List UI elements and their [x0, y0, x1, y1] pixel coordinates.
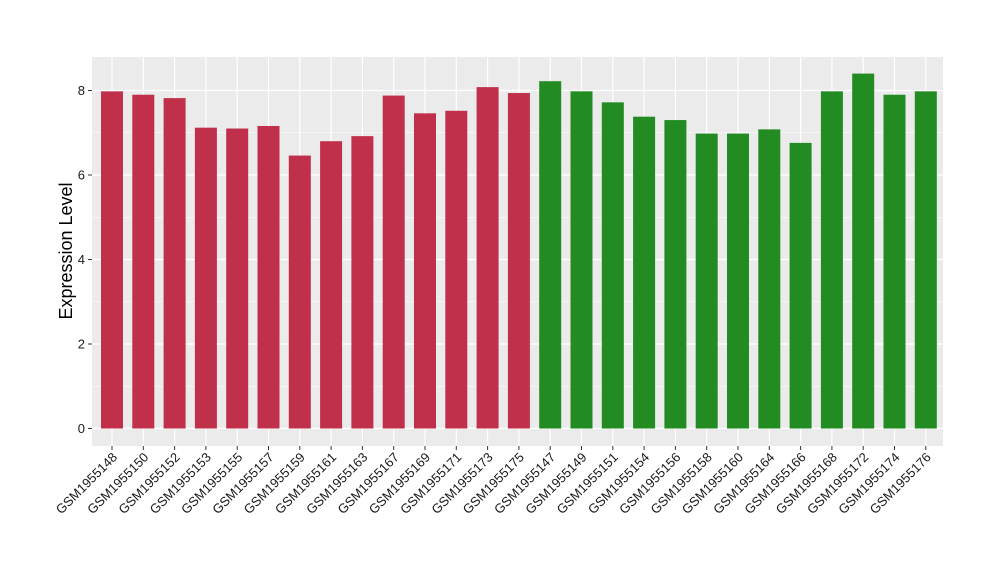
bar-GSM1955175: [507, 93, 530, 429]
bar-GSM1955167: [382, 95, 405, 429]
bar-GSM1955148: [101, 91, 123, 429]
bar-GSM1955172: [852, 73, 875, 429]
y-tick-label: 0: [78, 421, 85, 436]
bar-GSM1955159: [288, 155, 311, 429]
bar-GSM1955155: [226, 128, 249, 429]
y-tick-label: 4: [78, 252, 85, 267]
bar-GSM1955153: [194, 127, 217, 429]
bar-GSM1955176: [914, 91, 937, 429]
bar-GSM1955174: [883, 94, 906, 429]
bar-GSM1955173: [476, 87, 499, 429]
bar-GSM1955152: [163, 98, 186, 429]
bar-GSM1955147: [539, 81, 562, 429]
bar-GSM1955169: [414, 113, 436, 429]
bar-GSM1955164: [758, 129, 781, 429]
bars: [101, 73, 937, 429]
y-axis: 0 2 4 6 8: [78, 83, 92, 436]
bar-GSM1955157: [257, 125, 280, 429]
y-axis-title: Expression Level: [56, 182, 76, 319]
bar-GSM1955158: [695, 133, 718, 429]
bar-GSM1955161: [320, 141, 343, 429]
y-tick-label: 2: [78, 337, 85, 352]
bar-GSM1955166: [789, 142, 812, 429]
bar-GSM1955150: [132, 94, 155, 429]
bar-GSM1955168: [820, 91, 843, 429]
bar-GSM1955160: [727, 133, 749, 429]
bar-GSM1955149: [570, 91, 593, 429]
y-tick-label: 6: [78, 168, 85, 183]
bar-GSM1955154: [633, 116, 656, 429]
x-axis: GSM1955148GSM1955150GSM1955152GSM1955153…: [53, 446, 934, 517]
bar-GSM1955151: [601, 102, 624, 429]
bar-GSM1955171: [445, 110, 468, 429]
bar-GSM1955156: [664, 120, 687, 429]
bar-GSM1955163: [351, 136, 374, 429]
y-tick-label: 8: [78, 83, 85, 98]
